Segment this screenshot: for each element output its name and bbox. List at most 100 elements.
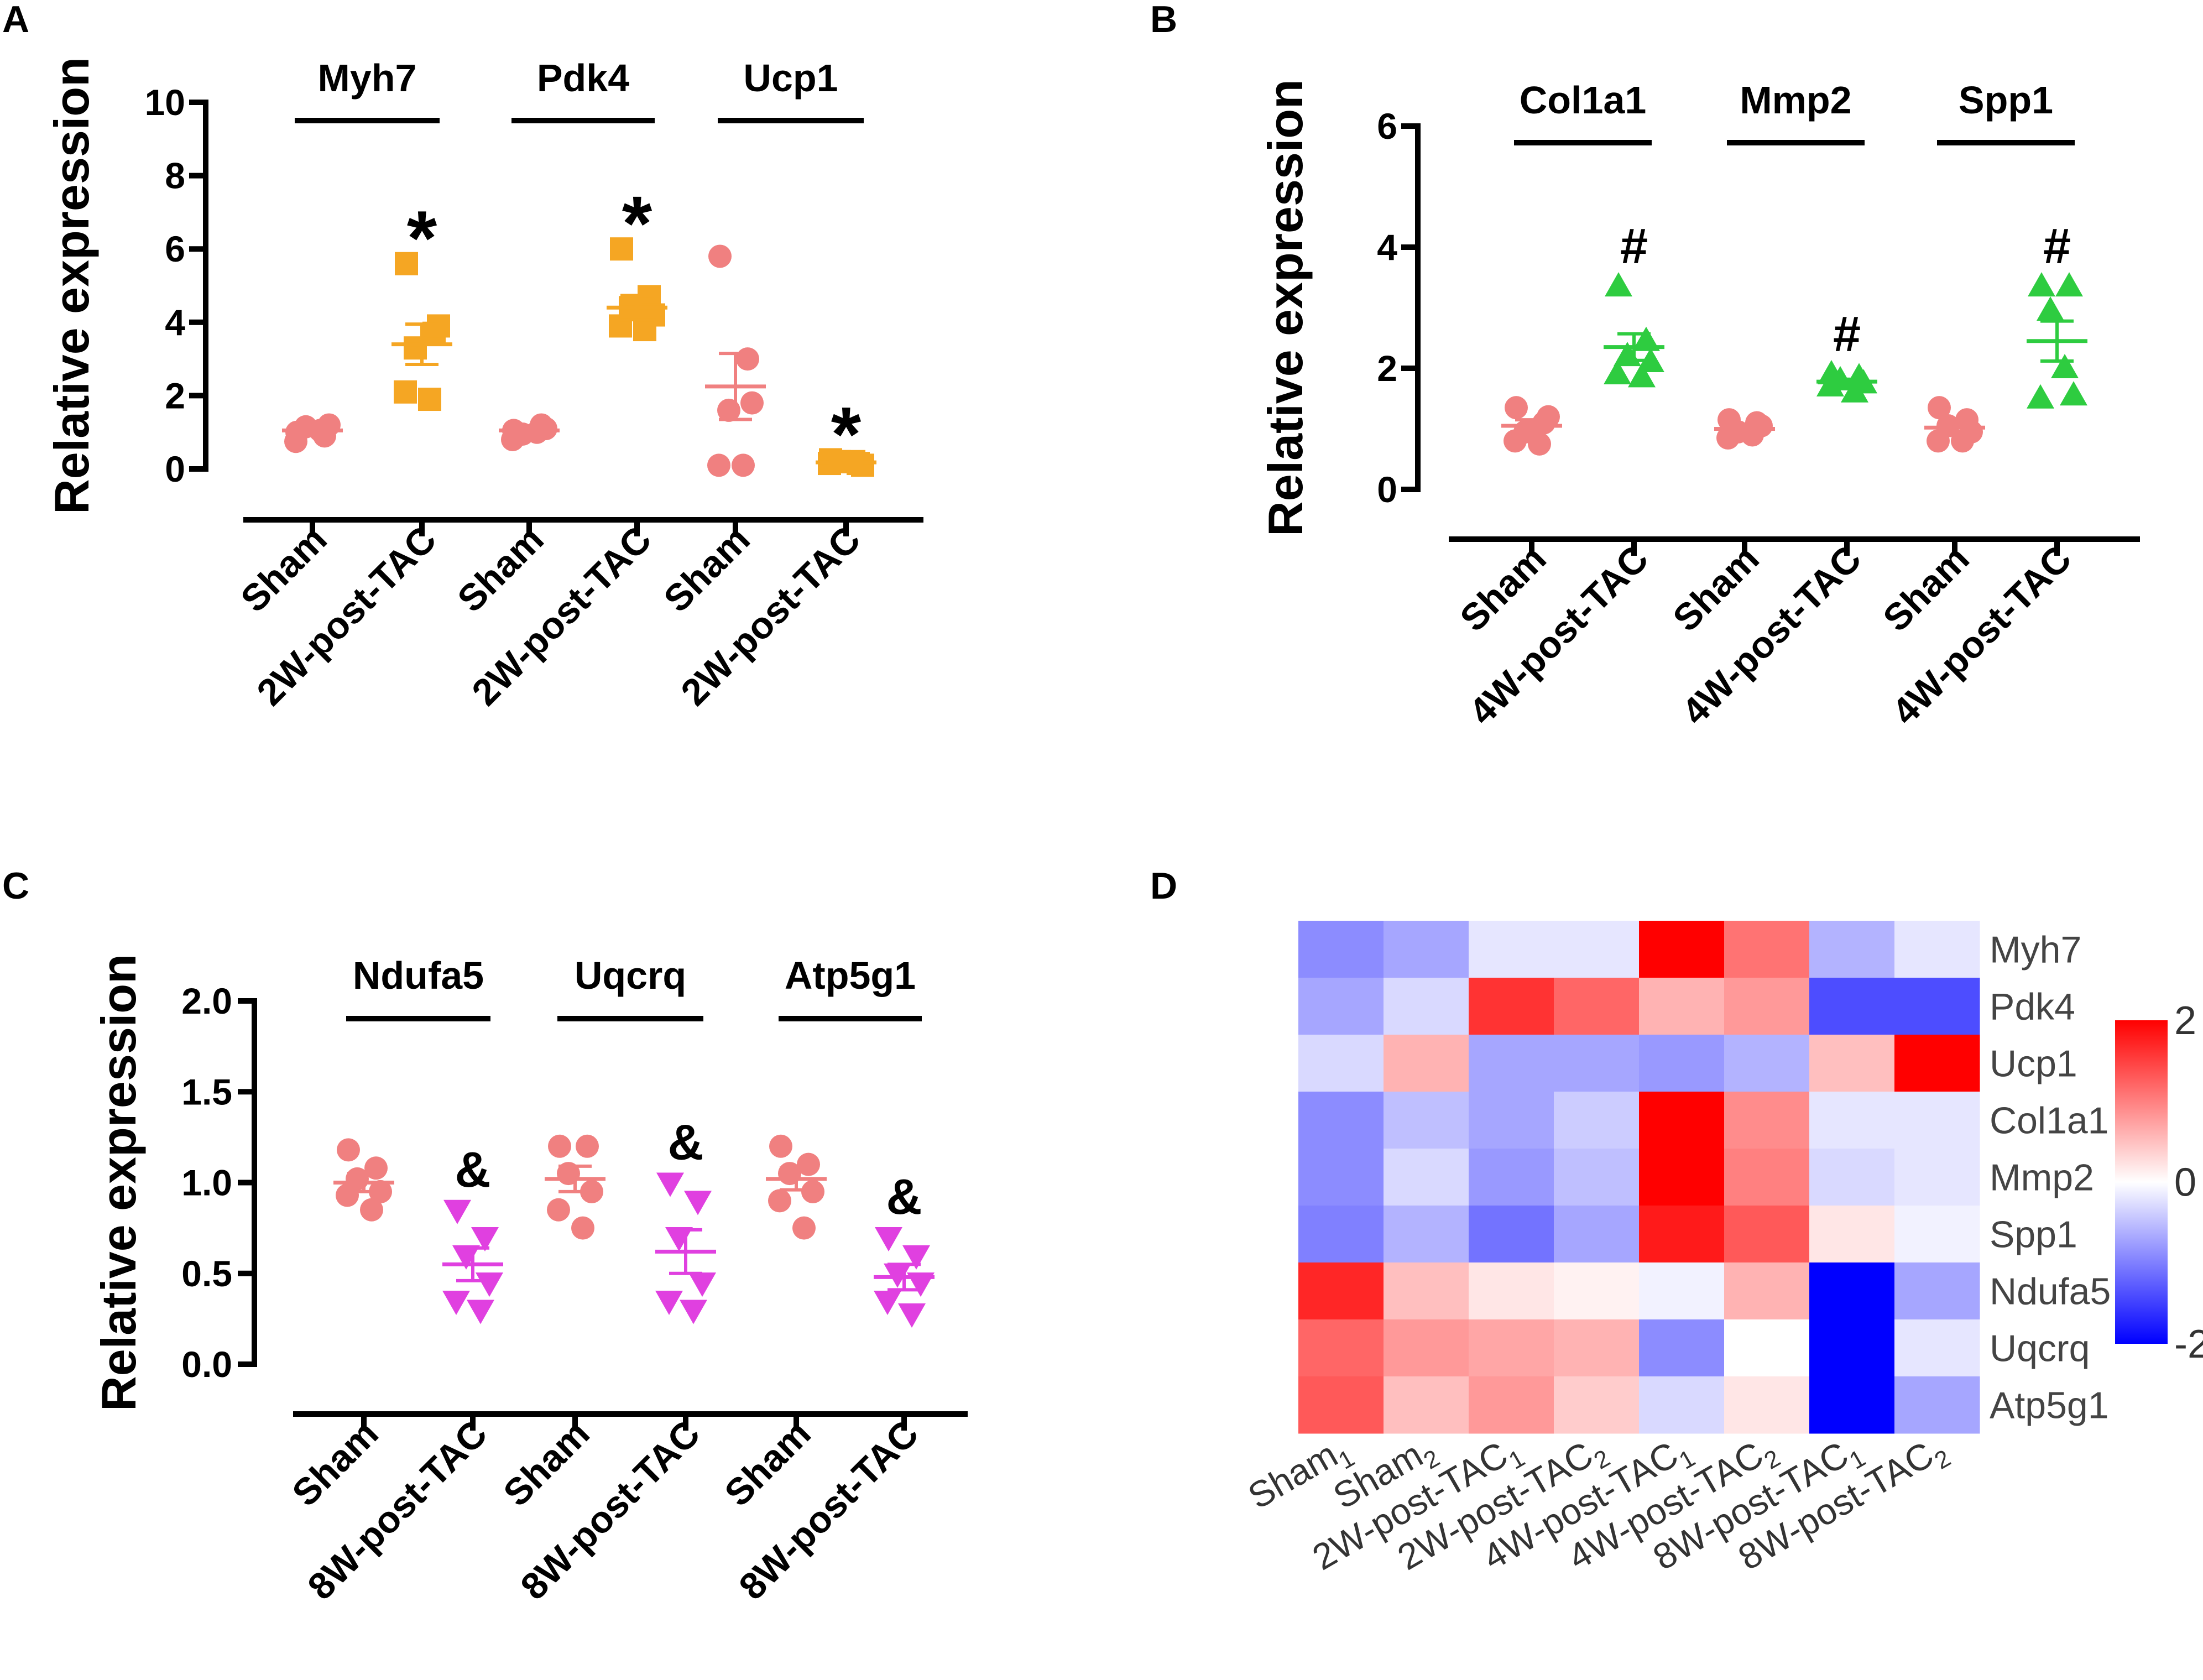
- heatmap-row-label: Col1a1: [1990, 1100, 2109, 1142]
- heatmap-row-label: Atp5g1: [1990, 1385, 2109, 1427]
- heatmap-cell: [1298, 921, 1384, 978]
- data-point: [732, 453, 755, 477]
- data-point: [609, 314, 632, 338]
- data-point: [2037, 296, 2064, 321]
- gene-label: Uqcrq: [575, 954, 686, 997]
- y-tick-label: 10: [145, 82, 185, 123]
- y-tick-label: 2: [165, 375, 185, 416]
- heatmap-cell: [1469, 1035, 1554, 1092]
- heatmap-cell: [1639, 1149, 1725, 1206]
- data-point: [655, 1291, 683, 1316]
- heatmap-cell: [1639, 1262, 1725, 1320]
- heatmap-cell: [1298, 978, 1384, 1035]
- data-point: [797, 1152, 820, 1176]
- heatmap-cell: [1894, 1149, 1980, 1206]
- x-tick-label: Sham: [233, 518, 335, 620]
- heatmap-cell: [1469, 921, 1554, 978]
- y-tick-label: 6: [1377, 106, 1397, 147]
- gene-label: Spp1: [1959, 79, 2053, 122]
- data-point: [2027, 384, 2054, 409]
- data-point: [656, 1172, 684, 1197]
- data-point: [740, 391, 764, 415]
- heatmap-cell: [1384, 921, 1469, 978]
- y-tick-label: 1.0: [181, 1162, 232, 1203]
- heatmap-cell: [1894, 1206, 1980, 1263]
- data-point: [1605, 272, 1632, 297]
- data-point: [610, 237, 633, 261]
- data-point: [548, 1134, 571, 1158]
- data-point: [427, 314, 450, 338]
- heatmap-cell: [1639, 921, 1725, 978]
- heatmap-cell: [1554, 1262, 1640, 1320]
- heatmap-cell: [1724, 1262, 1810, 1320]
- x-tick-label: 4W-post-TAC: [1461, 538, 1657, 733]
- heatmap-cell: [1724, 1376, 1810, 1434]
- x-tick-label: Sham: [1665, 538, 1767, 640]
- significance-marker: &: [455, 1142, 491, 1198]
- heatmap-cell: [1809, 1149, 1895, 1206]
- data-point: [680, 1300, 707, 1324]
- heatmap-cell: [1554, 1092, 1640, 1149]
- significance-marker: #: [1833, 307, 1861, 362]
- heatmap-cell: [1298, 1092, 1384, 1149]
- heatmap-row-label: Spp1: [1990, 1214, 2077, 1256]
- data-point: [395, 252, 418, 275]
- y-axis-label: Relative expression: [91, 954, 146, 1411]
- y-tick-label: 4: [165, 302, 185, 343]
- y-tick-label: 6: [165, 228, 185, 269]
- data-point: [688, 1272, 716, 1297]
- heatmap-cell: [1384, 1376, 1469, 1434]
- data-point: [875, 1227, 902, 1252]
- data-point: [571, 1216, 594, 1240]
- y-tick-label: 4: [1377, 227, 1397, 268]
- x-tick-label: Sham: [284, 1412, 387, 1515]
- data-point: [576, 1134, 599, 1158]
- data-point: [360, 1198, 383, 1222]
- x-tick-label: Sham: [495, 1412, 598, 1515]
- heatmap-cell: [1724, 1035, 1810, 1092]
- heatmap-cell: [1298, 1206, 1384, 1263]
- heatmap-cell: [1724, 1319, 1810, 1377]
- heatmap-cell: [1894, 921, 1980, 978]
- y-tick-label: 0.0: [181, 1344, 232, 1385]
- heatmap-cell: [1639, 1376, 1725, 1434]
- significance-marker: *: [831, 390, 862, 477]
- data-point: [792, 1216, 816, 1240]
- gene-label: Ndufa5: [353, 954, 484, 997]
- heatmap-cell: [1724, 1206, 1810, 1263]
- data-point: [1841, 378, 1868, 403]
- heatmap-cell: [1469, 1319, 1554, 1377]
- heatmap-cell: [1809, 1206, 1895, 1263]
- heatmap-cell: [1894, 1262, 1980, 1320]
- data-point: [467, 1300, 494, 1324]
- data-point: [442, 1291, 470, 1316]
- data-point: [1505, 396, 1528, 420]
- heatmap-cell: [1298, 1035, 1384, 1092]
- heatmap-cell: [1724, 1149, 1810, 1206]
- heatmap-cell: [1469, 978, 1554, 1035]
- heatmap-cell: [1809, 1035, 1895, 1092]
- data-point: [443, 1199, 471, 1224]
- heatmap-cell: [1384, 1262, 1469, 1320]
- x-tick-label: 4W-post-TAC: [1884, 538, 2080, 733]
- data-point: [1528, 432, 1551, 456]
- data-point: [1604, 359, 1631, 384]
- x-tick-label: Sham: [717, 1412, 819, 1515]
- heatmap-cell: [1384, 1149, 1469, 1206]
- heatmap-cell: [1639, 1206, 1725, 1263]
- data-point: [2028, 272, 2055, 297]
- heatmap-cell: [1809, 1262, 1895, 1320]
- data-point: [684, 1191, 712, 1215]
- gene-label: Myh7: [318, 56, 417, 100]
- heatmap-cell: [1298, 1376, 1384, 1434]
- heatmap-cell: [1554, 921, 1640, 978]
- heatmap-cell: [1298, 1319, 1384, 1377]
- data-point: [1537, 405, 1560, 429]
- significance-marker: &: [886, 1170, 922, 1225]
- heatmap-cell: [1298, 1262, 1384, 1320]
- heatmap-row-label: Pdk4: [1990, 986, 2075, 1028]
- panel-letter-a: A: [2, 0, 29, 40]
- y-tick-label: 0: [165, 448, 185, 489]
- data-point: [2060, 381, 2087, 406]
